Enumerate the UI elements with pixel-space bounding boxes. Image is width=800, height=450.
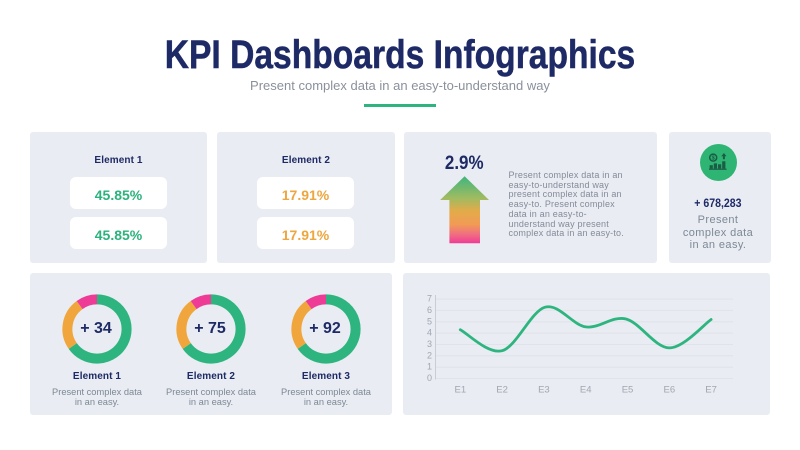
svg-text:E2: E2 [496, 385, 508, 396]
svg-text:E4: E4 [580, 385, 592, 396]
svg-text:1: 1 [427, 362, 432, 372]
svg-text:6: 6 [427, 305, 432, 315]
svg-text:E7: E7 [705, 385, 717, 396]
svg-text:4: 4 [427, 328, 432, 338]
svg-text:5: 5 [427, 316, 432, 326]
svg-text:2: 2 [427, 350, 432, 360]
svg-text:E6: E6 [663, 385, 675, 396]
svg-text:E3: E3 [538, 385, 550, 396]
svg-text:7: 7 [427, 294, 432, 304]
svg-text:0: 0 [427, 373, 432, 383]
svg-text:3: 3 [427, 339, 432, 349]
svg-text:$: $ [712, 156, 716, 162]
svg-text:E5: E5 [622, 385, 634, 396]
svg-text:E1: E1 [454, 385, 466, 396]
